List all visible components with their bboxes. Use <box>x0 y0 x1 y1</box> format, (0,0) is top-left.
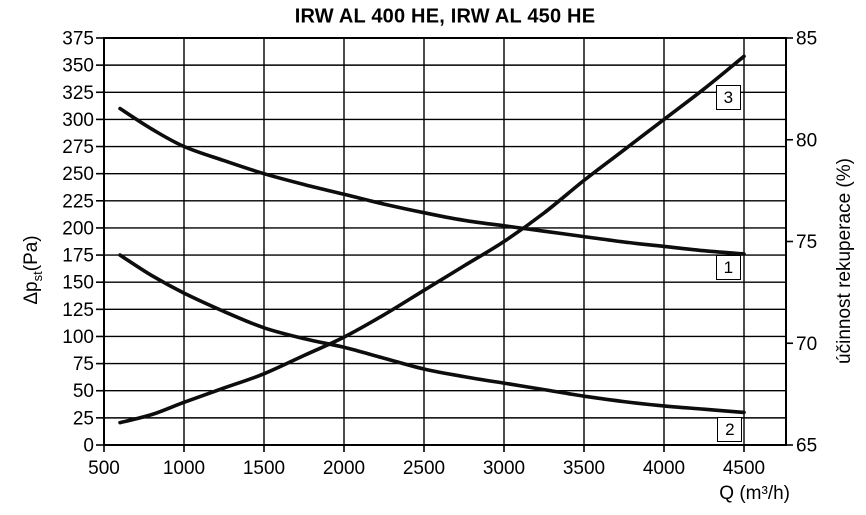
curve-label-2: 2 <box>717 416 743 442</box>
y-left-tick-label: 350 <box>62 56 94 77</box>
y-right-axis-title: účinnost rekuperace (%) <box>834 158 855 364</box>
curve-3 <box>118 54 746 425</box>
curve-label-1: 1 <box>715 255 741 281</box>
plot-frame <box>103 37 787 446</box>
y-left-tick-label: 100 <box>62 327 94 348</box>
x-tick-label: 500 <box>88 458 120 479</box>
x-tick-label: 3000 <box>483 458 525 479</box>
curve-label-3: 3 <box>715 84 741 110</box>
y-left-tick-label: 125 <box>62 300 94 321</box>
y-left-tick-label: 275 <box>62 137 94 158</box>
y-left-tick-label: 225 <box>62 191 94 212</box>
y-right-tick-label: 65 <box>796 436 817 457</box>
y-left-tick-label: 200 <box>62 218 94 239</box>
y-left-axis-title-pre: Δp <box>21 281 43 305</box>
y-left-tick-label: 325 <box>62 83 94 104</box>
curve-2 <box>118 253 746 415</box>
x-tick-label: 4000 <box>643 458 685 479</box>
x-tick-label: 2500 <box>403 458 445 479</box>
y-left-tick-label: 75 <box>73 354 94 375</box>
y-left-tick-label: 250 <box>62 164 94 185</box>
chart-title: IRW AL 400 HE, IRW AL 450 HE <box>294 5 596 28</box>
y-left-tick-label: 150 <box>62 273 94 294</box>
x-tick-label: 4500 <box>723 458 765 479</box>
x-tick-label: 3500 <box>563 458 605 479</box>
y-right-tick-label: 70 <box>796 334 817 355</box>
y-left-tick-label: 300 <box>62 110 94 131</box>
y-left-tick-label: 25 <box>73 408 94 429</box>
y-left-tick-label: 50 <box>73 381 94 402</box>
x-tick-label: 1500 <box>243 458 285 479</box>
y-left-axis-title: Δpst(Pa) <box>21 235 45 304</box>
y-right-tick-label: 75 <box>796 232 817 253</box>
y-right-tick-label: 80 <box>796 130 817 151</box>
y-left-tick-label: 375 <box>62 29 94 50</box>
x-axis-title: Q (m³/h) <box>719 483 790 504</box>
x-tick-label: 1000 <box>163 458 205 479</box>
y-left-axis-title-sub: st <box>29 271 45 282</box>
y-left-tick-label: 0 <box>83 436 94 457</box>
y-right-tick-label: 85 <box>796 29 817 50</box>
x-tick-label: 2000 <box>323 458 365 479</box>
curve-1 <box>118 106 746 256</box>
y-left-axis-title-post: (Pa) <box>21 235 43 272</box>
y-left-tick-label: 175 <box>62 246 94 267</box>
